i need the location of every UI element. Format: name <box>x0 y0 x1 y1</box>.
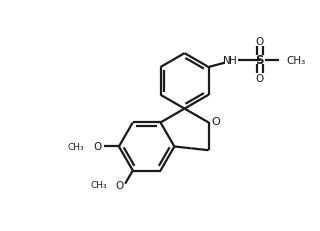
Text: N: N <box>223 55 231 65</box>
Text: O: O <box>116 180 124 190</box>
Text: H: H <box>229 55 236 65</box>
Text: O: O <box>212 117 220 127</box>
Text: O: O <box>93 142 101 152</box>
Text: CH₃: CH₃ <box>90 180 107 189</box>
Text: O: O <box>256 73 264 83</box>
Text: S: S <box>255 54 264 67</box>
Text: O: O <box>256 37 264 47</box>
Text: CH₃: CH₃ <box>286 55 306 65</box>
Text: CH₃: CH₃ <box>68 142 84 151</box>
